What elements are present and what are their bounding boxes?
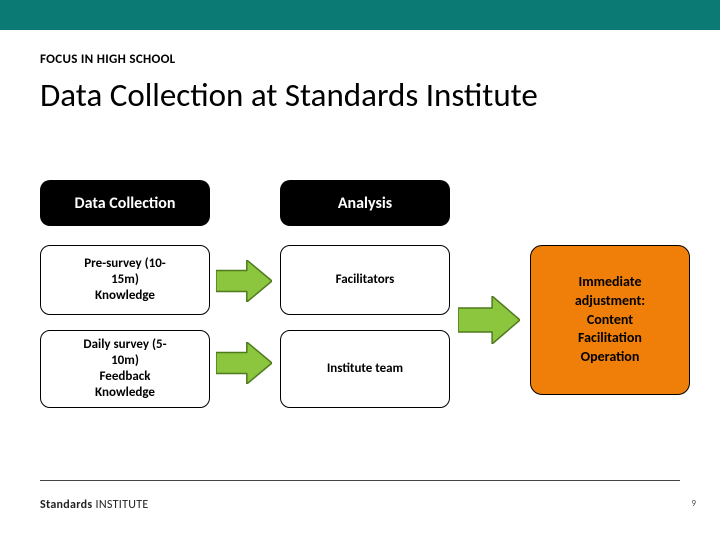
col-header-analysis: Analysis (280, 180, 450, 226)
box-institute-team: Institute team (280, 330, 450, 408)
footer-brand: Standards INSTITUTE (40, 498, 149, 512)
eyebrow: FOCUS IN HIGH SCHOOL (40, 52, 175, 67)
footer-brand-bold: Standards (40, 498, 93, 512)
box-outcome: Immediateadjustment:ContentFacilitationO… (530, 245, 690, 395)
top-accent-bar (0, 0, 720, 30)
slide: FOCUS IN HIGH SCHOOL Data Collection at … (0, 0, 720, 540)
arrow-icon (458, 296, 520, 344)
box-pre-survey: Pre-survey (10-15m)Knowledge (40, 245, 210, 315)
page-number: 9 (691, 498, 696, 509)
footer-brand-rest: INSTITUTE (93, 498, 149, 512)
arrow-icon (216, 342, 272, 384)
footer-rule (40, 480, 680, 481)
page-title: Data Collection at Standards Institute (40, 75, 538, 115)
box-daily-survey: Daily survey (5-10m)FeedbackKnowledge (40, 330, 210, 408)
box-facilitators: Facilitators (280, 245, 450, 315)
arrow-icon (216, 260, 272, 302)
col-header-data-collection: Data Collection (40, 180, 210, 226)
